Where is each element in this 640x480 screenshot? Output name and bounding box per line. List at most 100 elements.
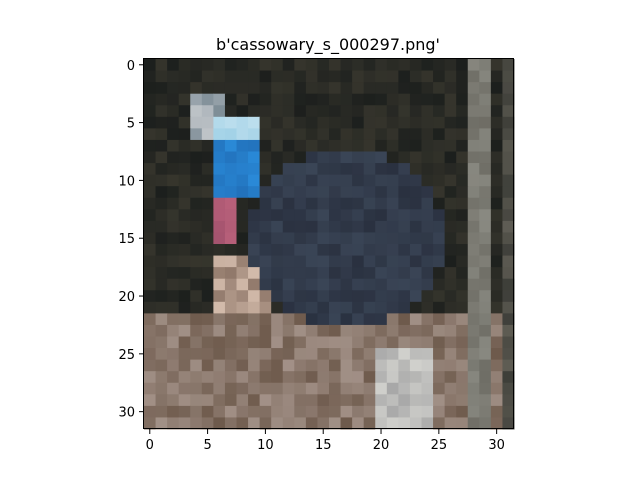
- pixel: [317, 82, 330, 95]
- pixel: [213, 278, 226, 291]
- pixel: [467, 405, 480, 418]
- pixel: [305, 324, 318, 337]
- pixel: [317, 336, 330, 349]
- pixel: [340, 313, 353, 326]
- pixel: [201, 93, 214, 106]
- pixel: [201, 220, 214, 233]
- pixel: [167, 232, 180, 245]
- pixel: [294, 220, 307, 233]
- pixel: [433, 405, 446, 418]
- pixel: [259, 70, 272, 83]
- pixel: [398, 324, 411, 337]
- pixel: [201, 116, 214, 129]
- pixel: [155, 278, 168, 291]
- pixel: [236, 93, 249, 106]
- pixel: [317, 197, 330, 210]
- pixel: [502, 336, 515, 349]
- pixel: [433, 255, 446, 268]
- pixel: [144, 128, 157, 141]
- pixel: [178, 301, 191, 314]
- pixel: [178, 59, 191, 72]
- pixel: [236, 394, 249, 407]
- pixel: [502, 301, 515, 314]
- pixel: [155, 244, 168, 257]
- pixel: [271, 405, 284, 418]
- pixel: [456, 348, 469, 361]
- pixel: [178, 244, 191, 257]
- pixel: [144, 139, 157, 152]
- pixel: [178, 313, 191, 326]
- pixel: [479, 290, 492, 303]
- pixel: [456, 220, 469, 233]
- pixel: [317, 290, 330, 303]
- pixel: [305, 371, 318, 384]
- pixel: [433, 359, 446, 372]
- pixel: [248, 70, 261, 83]
- pixel: [144, 209, 157, 222]
- pixel: [502, 232, 515, 245]
- pixel: [363, 70, 376, 83]
- pixel: [409, 59, 422, 72]
- pixel: [282, 267, 295, 280]
- pixel: [329, 301, 342, 314]
- pixel: [224, 209, 237, 222]
- pixel: [248, 82, 261, 95]
- pixel: [178, 116, 191, 129]
- pixel: [271, 105, 284, 118]
- pixel: [398, 116, 411, 129]
- pixel: [248, 197, 261, 210]
- pixel: [294, 336, 307, 349]
- pixel: [259, 290, 272, 303]
- pixel: [259, 244, 272, 257]
- pixel: [409, 70, 422, 83]
- pixel: [294, 405, 307, 418]
- pixel: [398, 174, 411, 187]
- pixel: [340, 116, 353, 129]
- pixel: [409, 197, 422, 210]
- pixel: [329, 105, 342, 118]
- pixel: [490, 70, 503, 83]
- pixel: [479, 139, 492, 152]
- pixel: [502, 174, 515, 187]
- pixel: [282, 220, 295, 233]
- pixel: [213, 290, 226, 303]
- pixel: [456, 139, 469, 152]
- pixel: [467, 93, 480, 106]
- pixel: [490, 59, 503, 72]
- pixel: [248, 220, 261, 233]
- pixel: [444, 313, 457, 326]
- pixel: [329, 278, 342, 291]
- pixel: [224, 255, 237, 268]
- pixel: [479, 128, 492, 141]
- pixel: [259, 116, 272, 129]
- pixel: [467, 151, 480, 164]
- pixel: [409, 232, 422, 245]
- pixel: [329, 324, 342, 337]
- pixel: [352, 405, 365, 418]
- pixel: [282, 163, 295, 176]
- pixel: [190, 220, 203, 233]
- pixel: [167, 59, 180, 72]
- pixel: [201, 244, 214, 257]
- pixel: [479, 93, 492, 106]
- pixel: [421, 394, 434, 407]
- pixel: [386, 290, 399, 303]
- pixel: [340, 174, 353, 187]
- pixel: [317, 405, 330, 418]
- pixel: [409, 174, 422, 187]
- pixel: [502, 417, 515, 430]
- pixel: [490, 105, 503, 118]
- pixel: [352, 301, 365, 314]
- pixel: [248, 232, 261, 245]
- pixel: [224, 359, 237, 372]
- pixel: [363, 174, 376, 187]
- pixel: [409, 348, 422, 361]
- pixel: [144, 301, 157, 314]
- pixel: [386, 417, 399, 430]
- pixel: [155, 186, 168, 199]
- pixel: [386, 371, 399, 384]
- pixel: [467, 197, 480, 210]
- pixel: [479, 82, 492, 95]
- pixel: [144, 267, 157, 280]
- pixel: [213, 151, 226, 164]
